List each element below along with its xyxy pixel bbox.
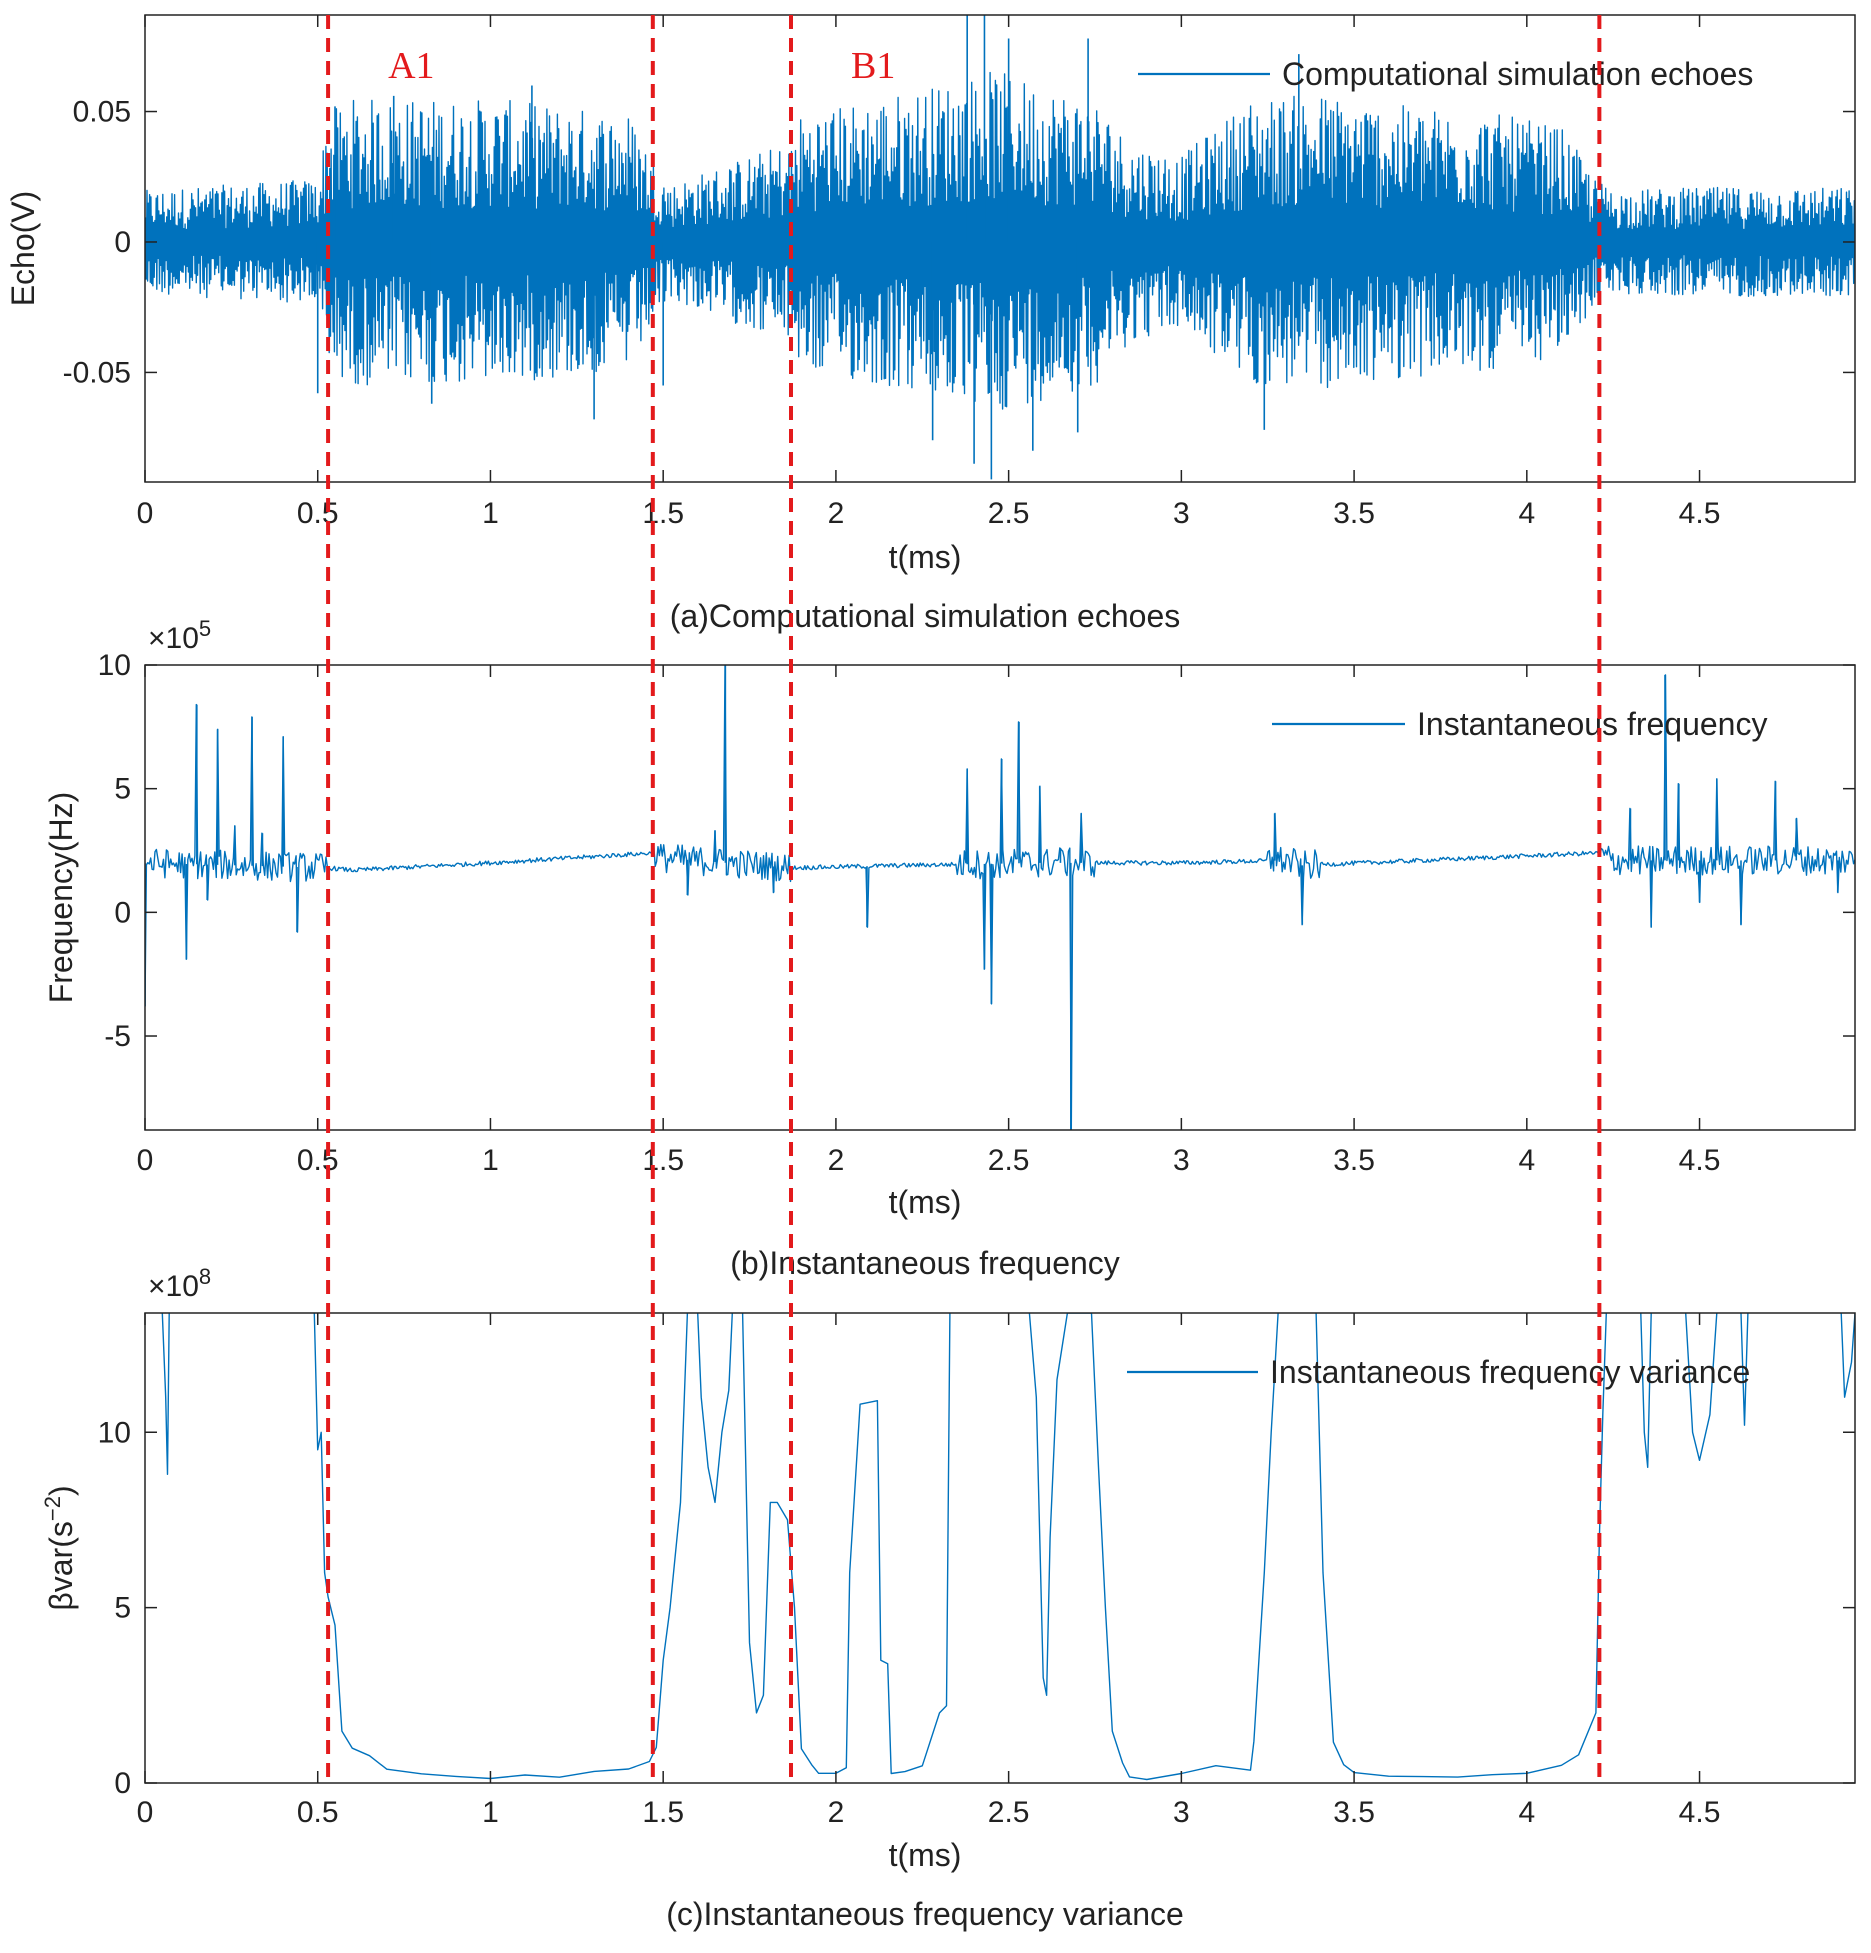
x-tick-label: 3.5 (1333, 497, 1375, 530)
variance-series-segment-6 (1640, 1313, 1652, 1468)
x-tick-label: 4 (1518, 1796, 1535, 1829)
plot-area-b (145, 665, 1855, 1130)
y-axis-label: Echo(V) (5, 191, 41, 307)
frequency-series-line (145, 665, 1855, 1130)
x-tick-label: 0 (137, 1144, 154, 1177)
x-axis-label: t(ms) (889, 1837, 962, 1873)
y-tick-label: 0.05 (73, 96, 131, 129)
axes-frame-b (144, 664, 1856, 1131)
region-label-b1: B1 (851, 45, 895, 87)
x-tick-label: 4 (1518, 497, 1535, 530)
panel-b: 0 0.5 1 1.5 2 2.5 3 3.5 4 4.5 10 5 0 -5 ×105 t(ms) Frequ… (43, 616, 1856, 1281)
y-tick-label: 5 (114, 1592, 131, 1625)
legend-label: Instantaneous frequency variance (1270, 1354, 1750, 1390)
x-tick-label: 1.5 (642, 1796, 684, 1829)
variance-series-segment-9 (1840, 1313, 1855, 1398)
x-tick-label: 4.5 (1679, 497, 1721, 530)
y-tick-label: 0 (114, 226, 131, 259)
x-tick-label: 3.5 (1333, 1144, 1375, 1177)
x-tick-label: 1 (482, 1796, 499, 1829)
x-tick-label: 2.5 (988, 1796, 1030, 1829)
plot-area-a (145, 15, 1855, 480)
variance-series-segment-2 (697, 1313, 733, 1504)
legend: Instantaneous frequency variance (1127, 1354, 1750, 1390)
x-tick-label: 2.5 (988, 1144, 1030, 1177)
x-tick-label: 1.5 (642, 1144, 684, 1177)
x-tick-label: 2.5 (988, 497, 1030, 530)
region-markers: A1 B1 (326, 15, 1602, 1783)
x-tick-label: 2 (828, 1144, 845, 1177)
x-tick-label: 3 (1173, 497, 1190, 530)
panel-caption: (b)Instantaneous frequency (730, 1245, 1120, 1281)
axes-frame-a (144, 14, 1856, 483)
x-tick-label: 4 (1518, 1144, 1535, 1177)
x-tick-label: 3.5 (1333, 1796, 1375, 1829)
panel-a: 0 0.5 1 1.5 2 2.5 3 3.5 4 4.5 0.05 0 -0.05 t(ms) Echo(… (5, 14, 1856, 634)
y-tick-label: 10 (98, 649, 131, 682)
legend-label: Computational simulation echoes (1282, 56, 1753, 92)
x-axis-label: t(ms) (889, 539, 962, 575)
variance-series-segment-0 (161, 1313, 170, 1475)
x-axis-label: t(ms) (889, 1184, 962, 1220)
y-tick-label: 10 (98, 1416, 131, 1449)
y-tick-label: -5 (104, 1020, 131, 1053)
y-tick-label: 5 (114, 773, 131, 806)
x-tick-label: 1 (482, 497, 499, 530)
legend: Computational simulation echoes (1138, 56, 1753, 92)
x-tick-label: 0 (137, 1796, 154, 1829)
y-multiplier: ×105 (148, 616, 211, 655)
x-tick-label: 1 (482, 1144, 499, 1177)
x-tick-label: 2 (828, 497, 845, 530)
variance-series-segment-8 (1740, 1313, 1749, 1426)
x-tick-label: 0 (137, 497, 154, 530)
x-tick-label: 2 (828, 1796, 845, 1829)
legend: Instantaneous frequency (1272, 706, 1767, 742)
y-axis-label: Frequency(Hz) (43, 792, 79, 1004)
x-tick-label: 4.5 (1679, 1144, 1721, 1177)
variance-series-segment-1 (313, 1313, 689, 1780)
x-tick-label: 0.5 (297, 1796, 339, 1829)
y-tick-label: -0.05 (63, 356, 131, 389)
x-tick-label: 0.5 (297, 497, 339, 530)
variance-series-segment-3 (741, 1313, 951, 1775)
y-axis-label: βvar(s−2) (40, 1485, 79, 1610)
y-multiplier: ×108 (148, 1264, 211, 1303)
panel-caption: (c)Instantaneous frequency variance (666, 1896, 1184, 1932)
variance-series-segment-4 (1028, 1313, 1279, 1781)
x-tick-label: 3 (1173, 1144, 1190, 1177)
x-tick-label: 4.5 (1679, 1796, 1721, 1829)
panel-caption: (a)Computational simulation echoes (670, 598, 1180, 634)
x-tick-label: 1.5 (642, 497, 684, 530)
axes-frame-c (144, 1312, 1856, 1784)
x-tick-label: 3 (1173, 1796, 1190, 1829)
panel-c: 0 0.5 1 1.5 2 2.5 3 3.5 4 4.5 10 5 0 ×108 t(ms) βvar(s−… (40, 1264, 1856, 1932)
echo-series-line (145, 71, 1855, 410)
y-tick-label: 0 (114, 1767, 131, 1800)
variance-series-segment-7 (1685, 1313, 1718, 1461)
x-tick-label: 0.5 (297, 1144, 339, 1177)
legend-label: Instantaneous frequency (1417, 706, 1767, 742)
y-tick-label: 0 (114, 896, 131, 929)
region-label-a1: A1 (388, 45, 434, 87)
